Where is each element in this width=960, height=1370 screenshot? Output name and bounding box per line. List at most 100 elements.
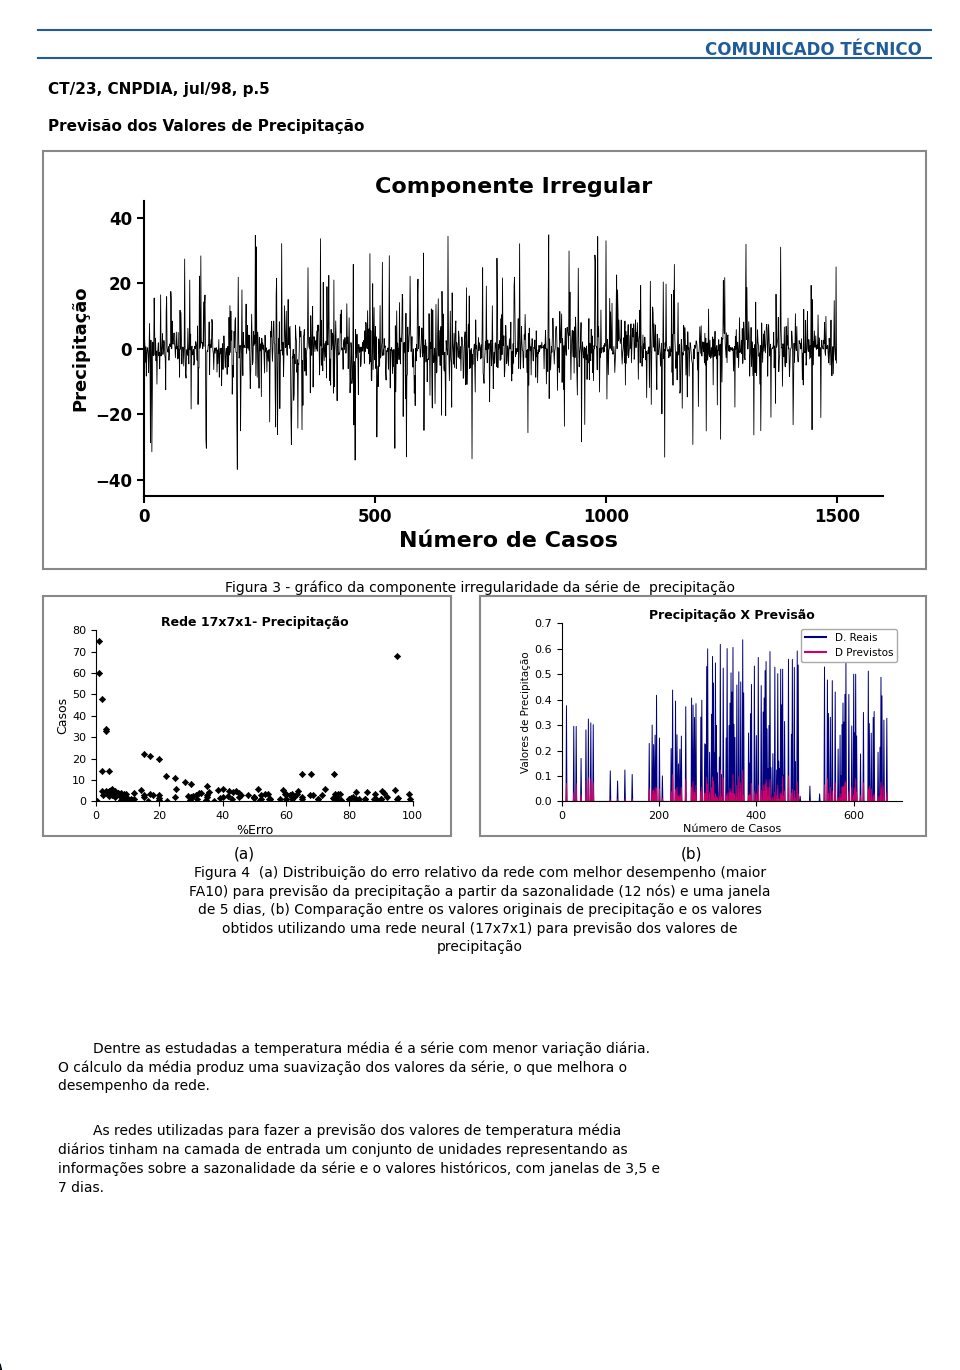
Point [200, 775, 215, 797]
Point [390, 788, 405, 810]
Point [95, 780, 110, 801]
Point [168, 786, 183, 808]
Point [251, 790, 266, 812]
Point [263, 788, 278, 810]
Point [305, 785, 321, 807]
Point [108, 780, 123, 801]
Point [145, 784, 160, 806]
Point [127, 782, 142, 804]
Point [228, 781, 244, 803]
Point [391, 786, 406, 808]
Point [253, 784, 269, 806]
Point [95, 784, 110, 806]
Point [247, 786, 262, 808]
Point [272, 788, 287, 810]
Point [183, 773, 199, 795]
Point [91, 662, 107, 684]
Point [123, 788, 138, 810]
Point [125, 789, 140, 811]
Point [287, 786, 302, 808]
Point [182, 789, 198, 811]
Point [101, 780, 116, 801]
Point [257, 784, 273, 806]
Point [213, 788, 228, 810]
Title: Componente Irregular: Componente Irregular [375, 177, 652, 197]
Point [401, 784, 417, 806]
Point [180, 785, 196, 807]
Point [118, 784, 133, 806]
Point [98, 780, 113, 801]
Point [95, 760, 110, 782]
Point [222, 780, 237, 801]
Point [202, 781, 217, 803]
Title: Rede 17x7x1- Precipitação: Rede 17x7x1- Precipitação [160, 616, 348, 629]
Point [151, 786, 166, 808]
Point [262, 788, 277, 810]
Point [295, 786, 310, 808]
Point [108, 786, 123, 808]
Point [233, 784, 249, 806]
Text: Previsão dos Valores de Precipitação: Previsão dos Valores de Precipitação [48, 119, 365, 134]
Text: (b): (b) [681, 847, 702, 862]
Point [260, 784, 276, 806]
Point [344, 786, 359, 808]
Point [325, 788, 341, 810]
Point [200, 786, 215, 808]
Point [350, 790, 366, 812]
Point [303, 763, 319, 785]
Point [101, 784, 116, 806]
Point [142, 784, 157, 806]
Point [117, 786, 132, 808]
Point [367, 788, 382, 810]
Point [183, 786, 199, 808]
Point [113, 784, 129, 806]
Point [117, 790, 132, 812]
Point [89, 789, 105, 811]
Point [98, 719, 113, 741]
Point [390, 645, 405, 667]
Point [120, 788, 135, 810]
Point [295, 788, 310, 810]
Point [317, 778, 332, 800]
Point [278, 784, 294, 806]
Point [210, 778, 226, 800]
Point [117, 788, 132, 810]
Point [136, 784, 152, 806]
Point [206, 789, 222, 811]
Text: Figura 4  (a) Distribuição do erro relativo da rede com melhor desempenho (maior: Figura 4 (a) Distribuição do erro relati… [189, 866, 771, 954]
Title: Precipitação X Previsão: Precipitação X Previsão [649, 610, 815, 622]
Point [310, 788, 325, 810]
Point [91, 630, 107, 652]
Point [105, 778, 119, 800]
Y-axis label: Valores de Precipitação: Valores de Precipitação [521, 652, 531, 773]
Point [231, 782, 246, 804]
Point [330, 782, 346, 804]
Point [357, 788, 372, 810]
Point [327, 782, 343, 804]
Legend: D. Reais, D Previstos: D. Reais, D Previstos [802, 629, 898, 662]
Point [101, 760, 116, 782]
Point [152, 789, 167, 811]
Text: As redes utilizadas para fazer a previsão dos valores de temperatura média
diári: As redes utilizadas para fazer a previsã… [58, 1123, 660, 1195]
Point [342, 788, 357, 810]
Text: Figura 3 - gráfico da componente irregularidade da série de  precipitação: Figura 3 - gráfico da componente irregul… [225, 581, 735, 596]
Point [284, 784, 300, 806]
Point [278, 788, 294, 810]
Point [333, 789, 348, 811]
Point [379, 786, 395, 808]
Point [329, 788, 345, 810]
Point [247, 786, 262, 808]
Point [136, 785, 152, 807]
Point [102, 780, 117, 801]
Point [127, 788, 142, 810]
Point [278, 788, 294, 810]
Point [142, 745, 157, 767]
Point [95, 688, 110, 710]
Point [240, 784, 255, 806]
Point [136, 744, 152, 766]
Point [158, 764, 174, 786]
Point [185, 785, 201, 807]
Point [295, 763, 310, 785]
Point [373, 788, 389, 810]
Point [168, 767, 183, 789]
